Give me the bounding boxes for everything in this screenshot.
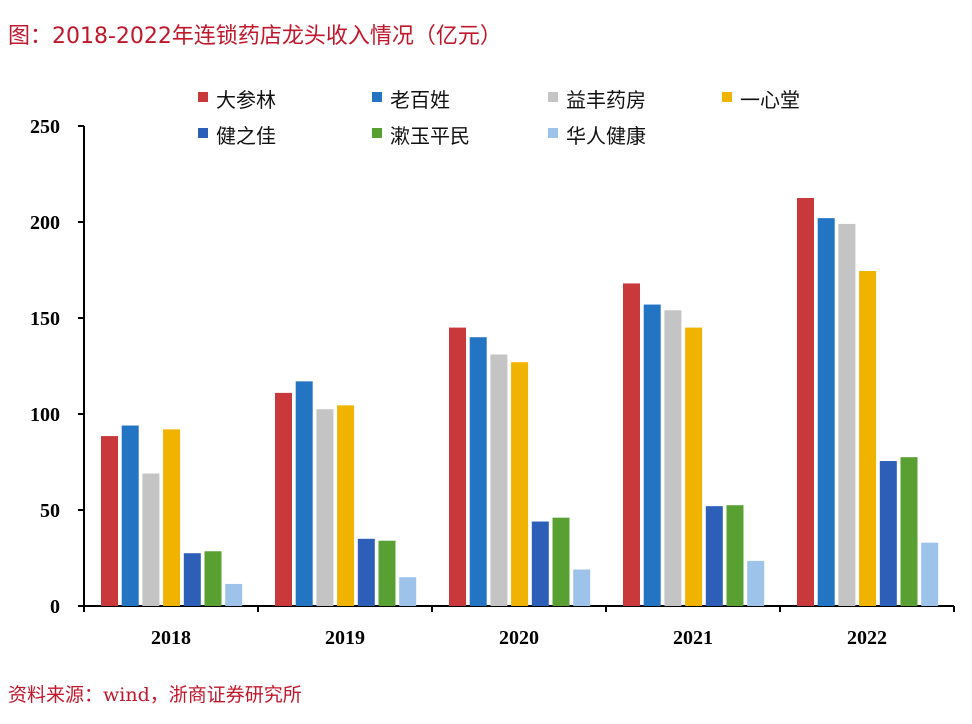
bar-一心堂-2019	[337, 405, 355, 606]
legend-label: 一心堂	[740, 88, 800, 112]
bar-老百姓-2020	[469, 337, 487, 606]
bar-健之佳-2018	[183, 553, 201, 606]
legend-label: 健之佳	[216, 124, 276, 148]
legend-swatch-华人健康	[548, 128, 558, 138]
bar-健之佳-2022	[879, 461, 897, 606]
legend-swatch-健之佳	[198, 128, 208, 138]
bar-漱玉平民-2021	[726, 505, 744, 606]
bar-一心堂-2020	[511, 362, 529, 606]
x-tick-label: 2019	[325, 627, 365, 649]
legend-swatch-益丰药房	[548, 92, 558, 102]
bar-健之佳-2020	[531, 521, 549, 606]
bar-漱玉平民-2022	[900, 457, 918, 606]
source-note: 资料来源：wind，浙商证券研究所	[8, 684, 302, 706]
legend-swatch-一心堂	[722, 92, 732, 102]
legend-label: 老百姓	[390, 88, 450, 112]
bar-益丰药房-2022	[838, 223, 856, 607]
bar-华人健康-2018	[225, 583, 243, 606]
y-tick-label: 150	[30, 308, 60, 330]
bar-大参林-2022	[797, 198, 814, 606]
legend-swatch-大参林	[198, 92, 208, 102]
bar-漱玉平民-2019	[378, 540, 396, 606]
bar-大参林-2021	[623, 283, 640, 606]
bar-华人健康-2019	[399, 577, 417, 606]
bar-老百姓-2021	[643, 304, 661, 606]
bar-健之佳-2019	[357, 538, 375, 606]
bar-益丰药房-2018	[142, 473, 160, 606]
bar-益丰药房-2019	[316, 409, 334, 606]
bar-一心堂-2022	[859, 270, 877, 606]
bar-一心堂-2021	[685, 327, 703, 606]
bar-华人健康-2021	[747, 560, 765, 606]
bar-漱玉平民-2020	[552, 517, 570, 606]
bar-益丰药房-2020	[490, 354, 508, 606]
legend-swatch-漱玉平民	[372, 128, 382, 138]
legend-label: 大参林	[216, 88, 276, 112]
bar-华人健康-2020	[573, 569, 591, 606]
bar-老百姓-2022	[817, 218, 835, 606]
x-tick-label: 2020	[499, 627, 539, 649]
x-tick-label: 2018	[151, 627, 191, 649]
bar-益丰药房-2021	[664, 310, 682, 606]
legend-label: 华人健康	[566, 124, 646, 148]
y-tick-label: 250	[30, 116, 60, 138]
y-tick-label: 0	[50, 596, 60, 618]
bar-华人健康-2022	[921, 542, 939, 606]
bar-老百姓-2019	[295, 381, 313, 606]
legend-label: 漱玉平民	[390, 124, 470, 148]
legend-swatch-老百姓	[372, 92, 382, 102]
y-tick-label: 50	[40, 500, 60, 522]
bar-大参林-2020	[449, 327, 466, 606]
chart-title: 图：2018-2022年连锁药店龙头收入情况（亿元）	[8, 24, 502, 49]
x-tick-label: 2022	[847, 627, 887, 649]
bar-老百姓-2018	[121, 425, 139, 606]
legend-label: 益丰药房	[566, 88, 646, 112]
bar-大参林-2019	[275, 392, 292, 606]
bar-大参林-2018	[101, 436, 118, 606]
bar-漱玉平民-2018	[204, 551, 222, 606]
x-tick-label: 2021	[673, 627, 713, 649]
bar-一心堂-2018	[163, 429, 181, 606]
bar-健之佳-2021	[705, 506, 723, 606]
y-tick-label: 200	[30, 212, 60, 234]
y-tick-label: 100	[30, 404, 60, 426]
